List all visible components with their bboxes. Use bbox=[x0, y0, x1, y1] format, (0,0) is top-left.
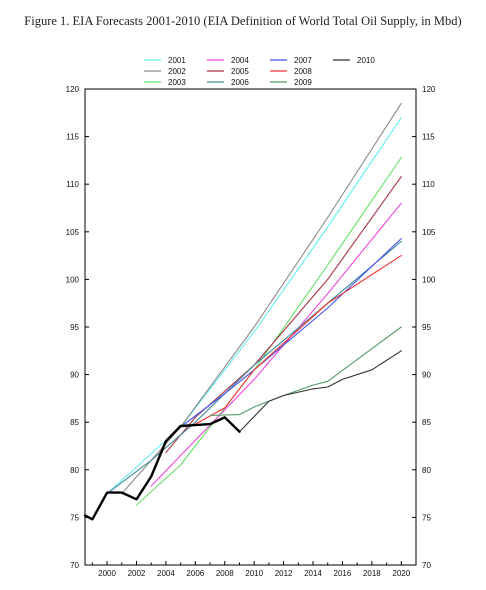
legend-label-2003: 2003 bbox=[168, 78, 186, 87]
y-tick-label-left: 110 bbox=[66, 180, 79, 189]
y-tick-label-right: 120 bbox=[422, 85, 436, 94]
y-tick-label-left: 105 bbox=[66, 228, 80, 237]
chart-title: Figure 1. EIA Forecasts 2001-2010 (EIA D… bbox=[24, 14, 462, 28]
x-tick-label: 2012 bbox=[275, 569, 293, 578]
y-tick-label-right: 80 bbox=[422, 466, 431, 475]
x-tick-label: 2008 bbox=[216, 569, 234, 578]
y-tick-label-left: 115 bbox=[66, 133, 79, 142]
y-tick-label-left: 100 bbox=[66, 275, 80, 284]
y-tick-label-left: 80 bbox=[70, 466, 79, 475]
series-line-2009 bbox=[209, 326, 402, 417]
legend: 2001 2002 2003 2004 2005 2006 2007 2008 2009 2010 bbox=[144, 56, 375, 87]
y-tick-label-right: 95 bbox=[422, 323, 431, 332]
x-tick-label: 2004 bbox=[157, 569, 175, 578]
x-tick-label: 2010 bbox=[245, 569, 263, 578]
y-tick-label-right: 105 bbox=[422, 228, 436, 237]
legend-label-2001: 2001 bbox=[168, 56, 186, 65]
y-tick-label-left: 70 bbox=[70, 561, 79, 570]
plot-series bbox=[83, 102, 402, 521]
y-tick-label-left: 75 bbox=[70, 513, 79, 522]
legend-label-2008: 2008 bbox=[294, 67, 312, 76]
axes: 70 70 75 75 80 80 85 85 90 90 95 95 100 100 105 105 110 1… bbox=[66, 85, 436, 578]
x-tick-label: 2000 bbox=[98, 569, 116, 578]
series-line-2002 bbox=[121, 102, 402, 495]
plot-frame bbox=[84, 88, 417, 566]
y-tick-label-left: 90 bbox=[70, 371, 79, 380]
legend-label-2006: 2006 bbox=[231, 78, 249, 87]
series-line-2001 bbox=[106, 117, 402, 495]
series-line-2008 bbox=[194, 255, 402, 425]
y-tick-label-right: 90 bbox=[422, 371, 431, 380]
y-tick-label-left: 85 bbox=[70, 418, 79, 427]
legend-label-2002: 2002 bbox=[168, 67, 186, 76]
series-line-history bbox=[83, 416, 241, 521]
x-tick-label: 2006 bbox=[186, 569, 204, 578]
series-line-2003 bbox=[135, 156, 402, 506]
x-tick-label: 2016 bbox=[334, 569, 352, 578]
x-tick-label: 2002 bbox=[128, 569, 146, 578]
legend-label-2004: 2004 bbox=[231, 56, 249, 65]
y-tick-label-right: 75 bbox=[422, 513, 431, 522]
legend-label-2005: 2005 bbox=[231, 67, 249, 76]
legend-label-2009: 2009 bbox=[294, 78, 312, 87]
x-tick-label: 2020 bbox=[392, 569, 410, 578]
legend-label-2007: 2007 bbox=[294, 56, 312, 65]
x-tick-label: 2014 bbox=[304, 569, 322, 578]
y-tick-label-right: 115 bbox=[422, 133, 435, 142]
y-tick-label-right: 100 bbox=[422, 275, 436, 284]
series-line-2007 bbox=[180, 237, 402, 428]
y-tick-label-left: 95 bbox=[70, 323, 79, 332]
legend-label-2010: 2010 bbox=[357, 56, 375, 65]
y-tick-label-right: 110 bbox=[422, 180, 435, 189]
y-tick-label-left: 120 bbox=[66, 85, 80, 94]
series-line-2010 bbox=[224, 350, 402, 433]
series-line-2004 bbox=[150, 202, 402, 487]
series-line-2006 bbox=[106, 240, 402, 495]
x-tick-label: 2018 bbox=[363, 569, 381, 578]
y-tick-label-right: 70 bbox=[422, 561, 431, 570]
y-tick-label-right: 85 bbox=[422, 418, 431, 427]
